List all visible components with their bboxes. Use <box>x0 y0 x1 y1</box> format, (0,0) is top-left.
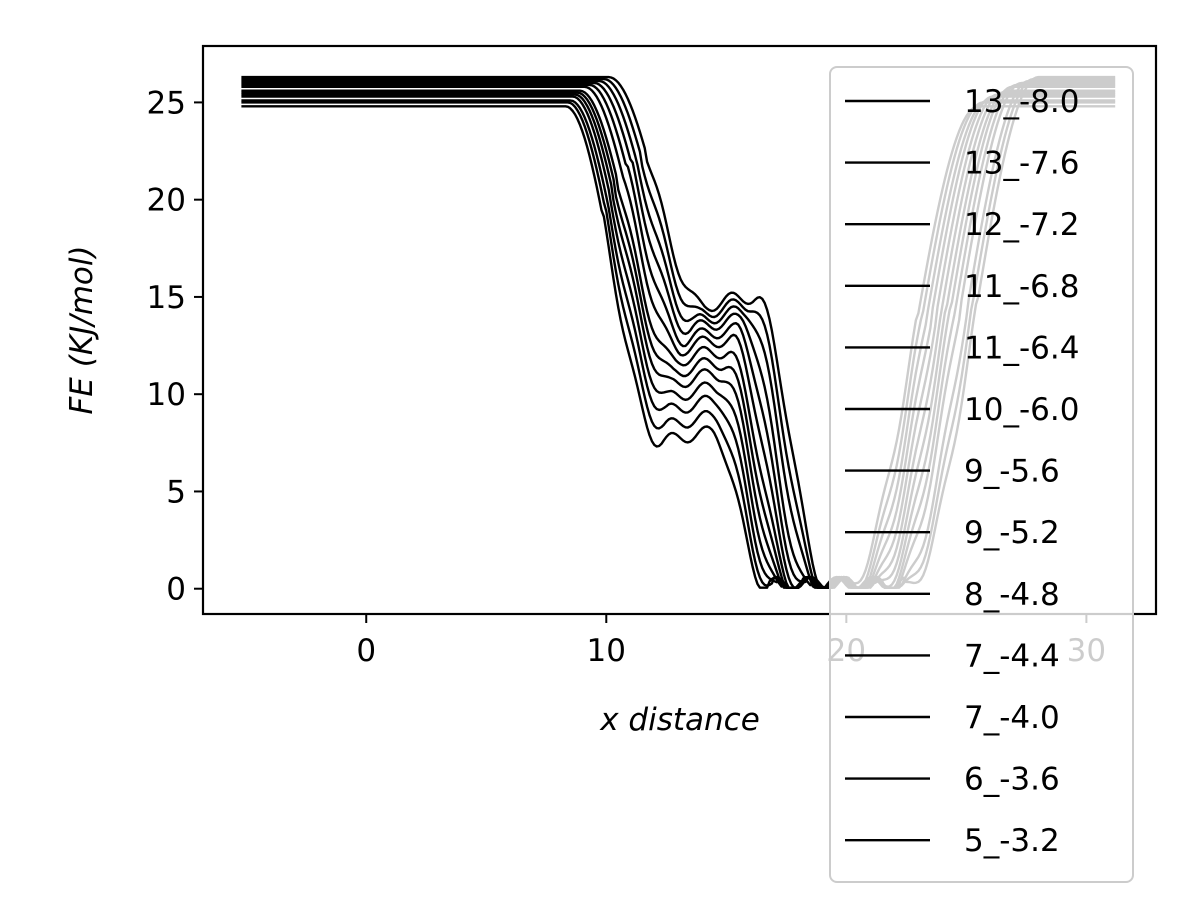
legend-label: 5_-3.2 <box>964 823 1060 859</box>
legend-label: 11_-6.4 <box>964 330 1079 366</box>
legend-label: 9_-5.6 <box>964 454 1060 490</box>
legend-label: 9_-5.2 <box>964 515 1060 551</box>
x-tick-label: 10 <box>587 633 626 669</box>
legend-label: 13_-8.0 <box>964 84 1079 120</box>
x-axis-label: x distance <box>599 702 760 738</box>
legend-label: 7_-4.0 <box>964 700 1060 736</box>
legend-label: 6_-3.6 <box>964 762 1060 798</box>
plot-frame <box>201 44 1158 616</box>
y-axis-label: FE (KJ/mol) <box>64 245 100 414</box>
y-tick-label: 5 <box>166 474 186 510</box>
legend-label: 11_-6.8 <box>964 269 1079 305</box>
legend-label: 12_-7.2 <box>964 207 1079 243</box>
legend-label: 8_-4.8 <box>964 577 1060 613</box>
legend: 13_-8.0 13_-7.6 12_-7.2 11_-6.8 11_-6.4 10_-6… <box>829 66 1134 883</box>
y-tick-label: 15 <box>147 280 186 316</box>
y-tick-label: 25 <box>147 85 186 121</box>
y-tick-label: 20 <box>147 183 186 219</box>
legend-label: 7_-4.4 <box>964 638 1060 674</box>
legend-label: 10_-6.0 <box>964 392 1079 428</box>
legend-box <box>829 66 1134 883</box>
x-tick-label: 0 <box>356 633 376 669</box>
y-tick-label: 0 <box>166 572 186 608</box>
y-tick-label: 10 <box>147 377 186 413</box>
legend-label: 13_-7.6 <box>964 146 1079 182</box>
